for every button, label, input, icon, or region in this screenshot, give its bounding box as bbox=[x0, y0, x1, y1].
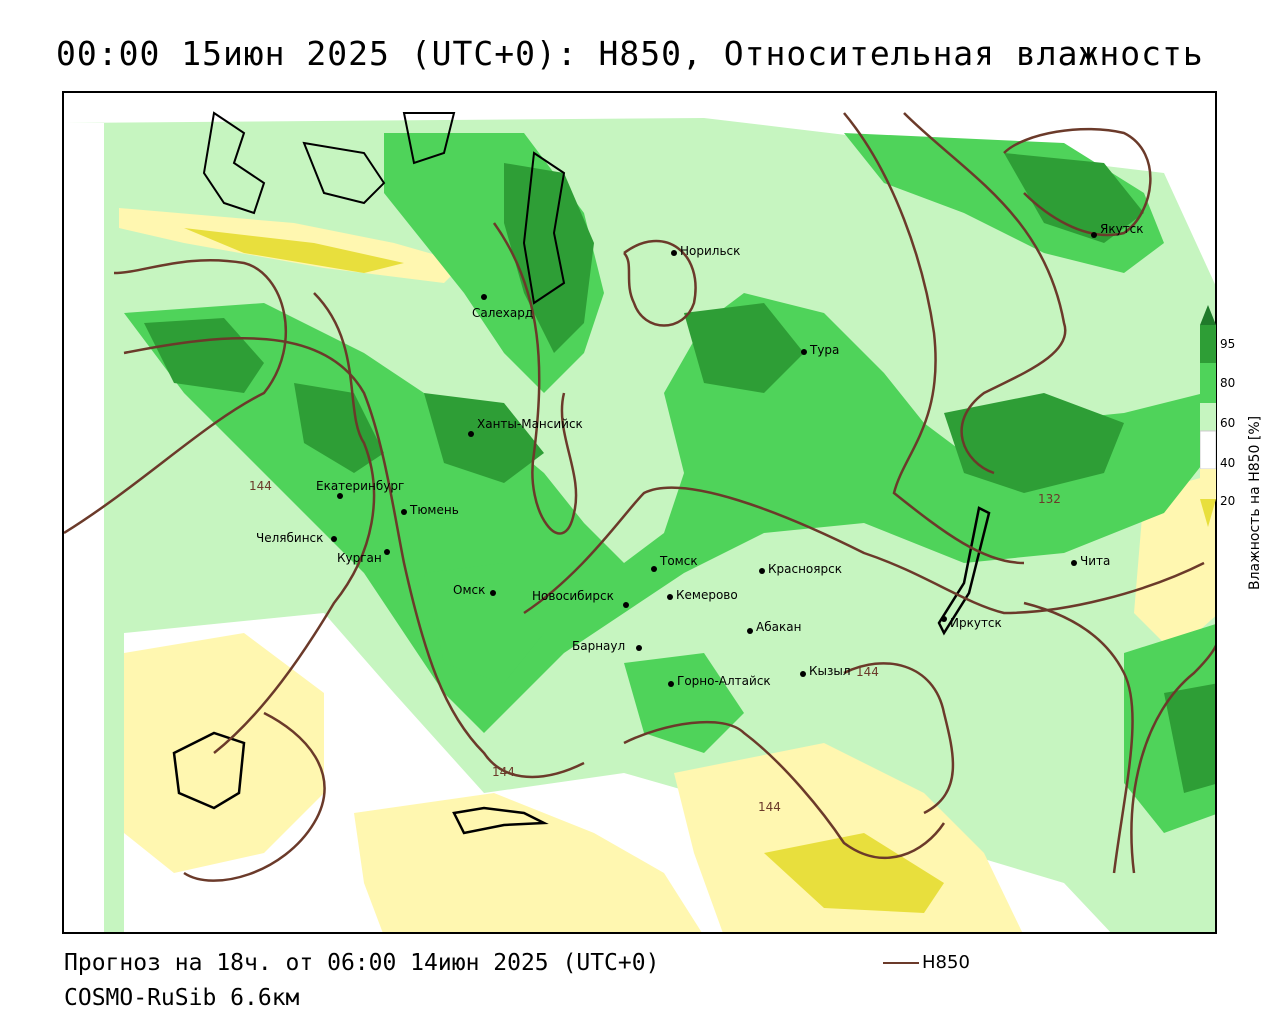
city-label: Екатеринбург bbox=[316, 479, 404, 493]
city-label: Чита bbox=[1080, 554, 1110, 568]
contour-label: 144 bbox=[492, 765, 515, 779]
dry-area-s bbox=[354, 793, 702, 932]
city-label: Красноярск bbox=[768, 562, 842, 576]
humidity-colorbar bbox=[1200, 305, 1216, 527]
city-label: Курган bbox=[337, 551, 382, 565]
colorbar-tick: 60 bbox=[1220, 416, 1236, 430]
lake-caspian bbox=[172, 731, 246, 810]
city-label: Омск bbox=[453, 583, 485, 597]
legend-line-swatch bbox=[883, 962, 919, 964]
humidity-field-mid bbox=[124, 293, 1215, 733]
city-label: Кемерово bbox=[676, 588, 738, 602]
city-label: Салехард bbox=[472, 306, 533, 320]
city-label: Абакан bbox=[756, 620, 801, 634]
contour-label: 144 bbox=[856, 665, 879, 679]
humidity-map: 144 132 144 144 144 Якутск Норильск Сале… bbox=[64, 93, 1215, 932]
colorbar-title: Влажность на H850 [%] bbox=[1247, 415, 1263, 590]
colorbar-tick: 40 bbox=[1220, 456, 1236, 470]
map-frame: 144 132 144 144 144 Якутск Норильск Сале… bbox=[62, 91, 1217, 934]
city-label: Горно-Алтайск bbox=[677, 674, 771, 688]
city-label: Новосибирск bbox=[532, 589, 614, 603]
colorbar-tick: 95 bbox=[1220, 337, 1236, 351]
colorbar-tick: 80 bbox=[1220, 376, 1236, 390]
h850-contours bbox=[64, 112, 1215, 882]
colorbar-tick: 20 bbox=[1220, 494, 1236, 508]
contour-label: 144 bbox=[758, 800, 781, 814]
city-label: Иркутск bbox=[950, 616, 1002, 630]
city-label: Норильск bbox=[680, 244, 740, 258]
city-label: Тура bbox=[809, 343, 839, 357]
city-label: Якутск bbox=[1100, 222, 1144, 236]
city-label: Барнаул bbox=[572, 639, 625, 653]
map-title: 00:00 15июн 2025 (UTC+0): H850, Относите… bbox=[56, 34, 1204, 73]
city-label: Томск bbox=[659, 554, 698, 568]
forecast-info: Прогноз на 18ч. от 06:00 14июн 2025 (UTC… bbox=[64, 950, 660, 976]
model-name: COSMO-RuSib 6.6км bbox=[64, 985, 300, 1011]
contour-label: 132 bbox=[1038, 492, 1061, 506]
city-label: Тюмень bbox=[409, 503, 459, 517]
lake-balkhash bbox=[452, 806, 549, 835]
city-label: Кызыл bbox=[809, 664, 851, 678]
legend-label: H850 bbox=[922, 952, 970, 973]
city-label: Челябинск bbox=[256, 531, 323, 545]
humidity-field-high bbox=[504, 163, 594, 353]
lake-baikal bbox=[937, 506, 991, 636]
city-label: Ханты-Мансийск bbox=[477, 417, 583, 431]
contour-label: 144 bbox=[249, 479, 272, 493]
